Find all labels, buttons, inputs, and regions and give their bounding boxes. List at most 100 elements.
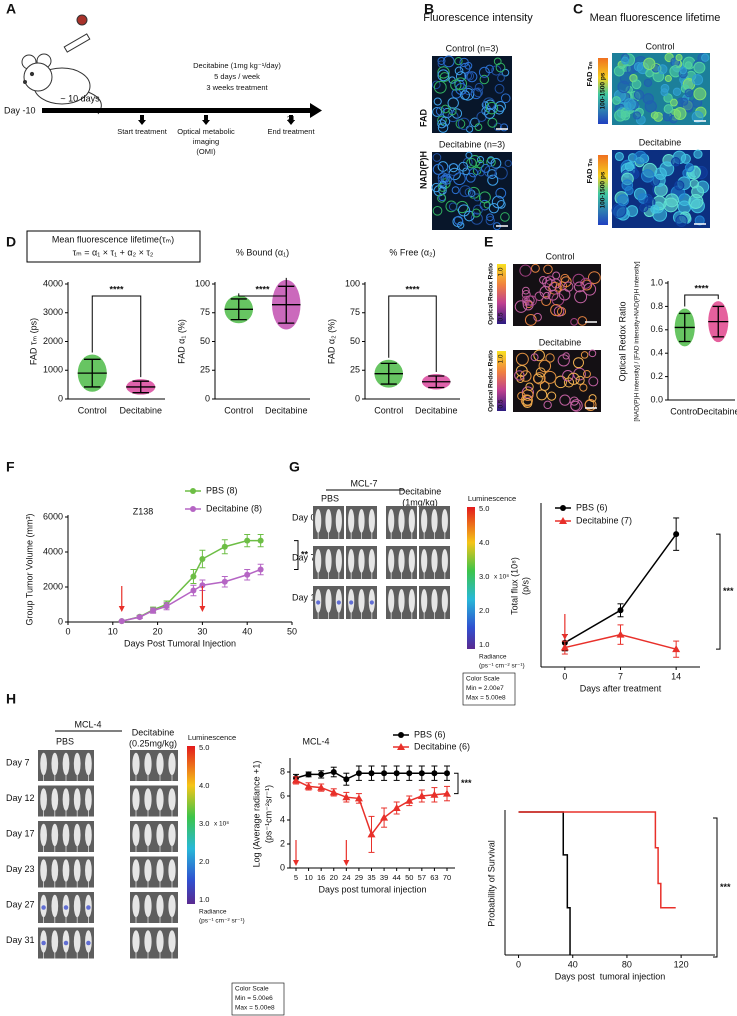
cell bbox=[435, 106, 445, 116]
cell bbox=[588, 394, 597, 403]
mouse-body bbox=[73, 752, 81, 776]
cell bbox=[514, 370, 525, 381]
micrograph bbox=[513, 263, 601, 326]
x-tick-label: 7 bbox=[618, 671, 623, 681]
formula: τₘ = α₁ × τ₁ + α₂ × τ₂ bbox=[73, 247, 154, 257]
colorbar bbox=[598, 155, 608, 225]
mouse-body bbox=[368, 508, 375, 533]
marker bbox=[317, 783, 326, 791]
significance-bracket bbox=[716, 533, 721, 650]
y-tick-label: 0.0 bbox=[650, 394, 663, 404]
cell bbox=[470, 212, 483, 225]
mouse-photo bbox=[313, 506, 344, 539]
colorbar bbox=[497, 264, 506, 324]
mouse-body bbox=[51, 788, 59, 811]
cell bbox=[640, 169, 655, 183]
cell bbox=[478, 66, 490, 78]
cell bbox=[525, 382, 534, 391]
cell bbox=[500, 212, 510, 222]
cell bbox=[547, 289, 559, 301]
x-tick-label: Decitabine bbox=[697, 406, 737, 416]
mouse-body bbox=[388, 508, 395, 533]
cell bbox=[693, 149, 703, 159]
cell bbox=[553, 306, 565, 317]
mouse-body bbox=[85, 859, 92, 882]
cell bbox=[478, 191, 491, 204]
bioluminescence bbox=[316, 600, 321, 605]
marker bbox=[305, 771, 312, 778]
marker bbox=[672, 645, 681, 653]
marker bbox=[380, 813, 389, 821]
mouse-photo bbox=[130, 856, 178, 888]
marker bbox=[616, 630, 625, 638]
x-tick-label: Control bbox=[224, 405, 253, 415]
color-scale-text: Max = 5.00e8 bbox=[235, 1005, 275, 1012]
mouse-body bbox=[388, 548, 395, 573]
cell bbox=[617, 194, 630, 207]
marker bbox=[355, 770, 362, 777]
cell bbox=[519, 264, 532, 277]
cell bbox=[663, 104, 674, 114]
mouse-body bbox=[62, 788, 70, 811]
x-axis-label: Days Post Tumoral Injection bbox=[124, 638, 236, 648]
marker bbox=[343, 776, 350, 783]
y-axis-label: Total flux (10⁸) bbox=[509, 557, 519, 615]
cell bbox=[477, 169, 485, 177]
cell bbox=[663, 93, 673, 103]
mouse-body bbox=[441, 588, 448, 613]
cell bbox=[573, 357, 584, 369]
cell bbox=[458, 161, 469, 172]
mouse-photo bbox=[130, 821, 178, 852]
cell bbox=[432, 153, 442, 162]
cell bbox=[623, 98, 636, 111]
cell bbox=[688, 194, 704, 209]
cell bbox=[535, 367, 546, 378]
cell bbox=[465, 172, 476, 183]
cell bbox=[500, 123, 509, 132]
legend-label: PBS (8) bbox=[206, 485, 238, 495]
x-tick-label: 39 bbox=[380, 873, 388, 882]
y-tick-label: 6 bbox=[280, 790, 285, 800]
series-line bbox=[121, 539, 261, 622]
treatment-text: 5 days / week bbox=[214, 72, 260, 81]
y-tick-label: 50 bbox=[350, 336, 360, 346]
colorbar bbox=[497, 351, 506, 411]
mouse-body bbox=[51, 859, 59, 882]
y-tick-label: 100 bbox=[195, 278, 210, 288]
cell bbox=[680, 153, 691, 164]
mouse-body bbox=[431, 588, 438, 613]
mouse-body bbox=[168, 752, 176, 776]
significance-label: ** bbox=[301, 549, 309, 559]
mouse-body bbox=[408, 508, 415, 533]
chart-title: Z138 bbox=[133, 506, 154, 516]
cell bbox=[550, 304, 563, 317]
cell bbox=[684, 163, 695, 173]
mouse-body bbox=[315, 548, 322, 573]
mouse-body bbox=[85, 752, 92, 776]
x-tick-label: Control bbox=[78, 405, 107, 415]
marker bbox=[190, 587, 197, 594]
y-tick-label: 4000 bbox=[43, 278, 63, 288]
y-axis-sublabel: [NAD(P)H intensity] / [FAD intensity+NAD… bbox=[634, 261, 641, 421]
mouse-body bbox=[156, 823, 164, 847]
marker bbox=[617, 607, 624, 614]
significance-label: *** bbox=[720, 882, 731, 892]
colorbar-tick: 1.0 bbox=[479, 640, 489, 649]
cell bbox=[684, 88, 694, 98]
marker bbox=[304, 782, 313, 790]
cell bbox=[587, 271, 601, 284]
cell bbox=[433, 97, 442, 106]
panel-label: C bbox=[573, 1, 583, 17]
group-label: PBS bbox=[321, 493, 339, 503]
timepoint-event: imaging bbox=[193, 137, 219, 146]
x-tick-label: Control bbox=[670, 406, 699, 416]
panel-label: F bbox=[6, 459, 15, 475]
mouse-body bbox=[144, 788, 152, 811]
x-tick-label: 40 bbox=[242, 626, 252, 636]
marker bbox=[163, 603, 170, 610]
group-label: (0.25mg/kg) bbox=[129, 738, 177, 748]
colorbar bbox=[187, 746, 195, 904]
marker bbox=[673, 531, 680, 538]
panel-label: D bbox=[6, 234, 16, 250]
cell bbox=[514, 300, 528, 313]
